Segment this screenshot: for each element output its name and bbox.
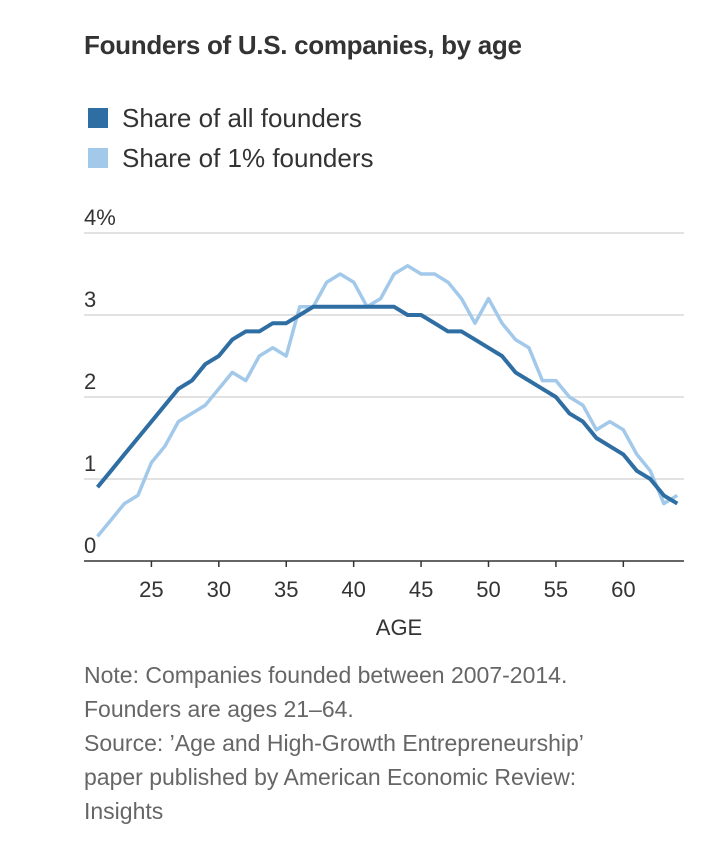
legend-item-all-founders: Share of all founders	[88, 98, 374, 138]
x-tick-label: 35	[274, 577, 298, 602]
source-line: Insights	[84, 798, 164, 824]
y-tick-label: 2	[84, 369, 96, 394]
x-tick-label: 30	[207, 577, 231, 602]
x-axis-label: AGE	[376, 615, 422, 640]
y-tick-label: 0	[84, 533, 96, 558]
note-line: Note: Companies founded between 2007-201…	[84, 662, 568, 688]
x-tick-label: 40	[341, 577, 365, 602]
x-tick-label: 55	[544, 577, 568, 602]
y-tick-label: 1	[84, 451, 96, 476]
legend-item-1pct-founders: Share of 1% founders	[88, 138, 374, 178]
legend-swatch-1pct-founders	[88, 148, 108, 168]
series-line-all-founders	[95, 304, 679, 506]
legend-label-all-founders: Share of all founders	[122, 102, 362, 133]
y-tick-label: 4%	[84, 205, 116, 230]
x-tick-label: 25	[139, 577, 163, 602]
legend: Share of all founders Share of 1% founde…	[88, 98, 374, 178]
x-tick-label: 45	[409, 577, 433, 602]
source-line: paper published by American Economic Rev…	[84, 764, 577, 790]
series-line-1pct-founders	[96, 264, 679, 538]
note-line: Founders are ages 21–64.	[84, 696, 354, 722]
chart-title: Founders of U.S. companies, by age	[84, 30, 522, 60]
line-chart: 0 1 2 3 4% 25 30 35 40 45 50 55 60 AGE	[84, 205, 684, 640]
notes: Note: Companies founded between 2007-201…	[84, 658, 684, 828]
x-tick-label: 50	[476, 577, 500, 602]
y-tick-label: 3	[84, 287, 96, 312]
legend-swatch-all-founders	[88, 108, 108, 128]
legend-label-1pct-founders: Share of 1% founders	[122, 142, 374, 173]
source-line: Source: ’Age and High-Growth Entrepreneu…	[84, 730, 584, 756]
x-tick-label: 60	[611, 577, 635, 602]
